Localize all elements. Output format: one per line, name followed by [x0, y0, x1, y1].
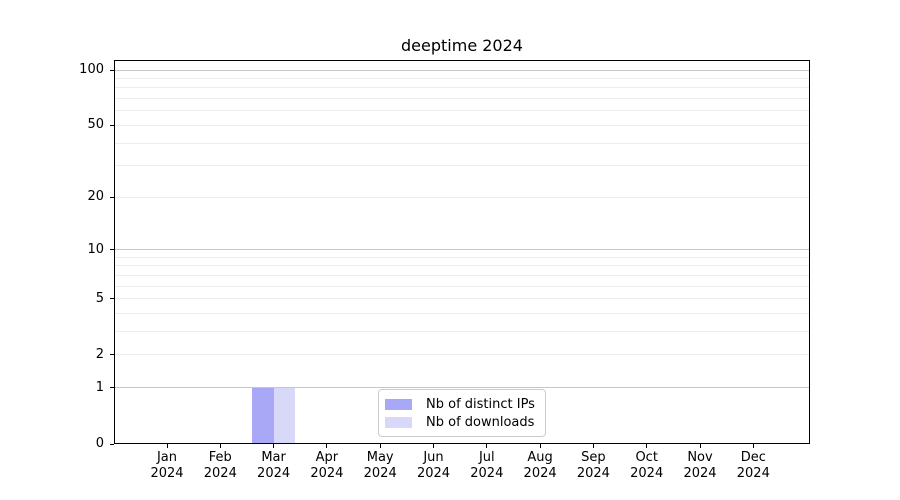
gridline-minor [114, 256, 810, 258]
x-tick-mark [166, 444, 168, 448]
y-tick-mark [110, 124, 114, 126]
legend-swatch-distinct-ips [385, 399, 412, 410]
legend-item-downloads: Nb of downloads [385, 414, 537, 431]
gridline-minor [114, 331, 810, 333]
x-tick-mark [273, 444, 275, 448]
y-tick-label: 0 [95, 436, 104, 451]
legend-swatch-downloads [385, 417, 412, 428]
x-tick-mark [433, 444, 434, 448]
gridline-minor [114, 124, 810, 126]
x-tick-label: Dec 2024 [736, 450, 770, 481]
gridline-minor [114, 313, 810, 315]
x-tick-label: Aug 2024 [523, 450, 557, 481]
gridline-minor [114, 98, 810, 100]
gridline-minor [114, 165, 810, 167]
y-tick-mark [110, 196, 114, 198]
x-tick-label: Apr 2024 [310, 450, 344, 481]
gridline-minor [114, 275, 810, 277]
legend-item-distinct-ips: Nb of distinct IPs [385, 396, 537, 413]
x-tick-label: Jul 2024 [470, 450, 504, 481]
x-tick-label: Feb 2024 [203, 450, 237, 481]
x-tick-label: Jun 2024 [416, 450, 451, 481]
x-tick-mark [326, 444, 328, 448]
gridline-minor [114, 265, 810, 267]
y-tick-label: 5 [95, 290, 104, 306]
chart-title: deeptime 2024 [401, 36, 523, 55]
bar-distinct-ips [252, 387, 274, 444]
x-tick-mark [379, 444, 381, 448]
x-tick-mark [592, 444, 594, 448]
gridline-major [114, 387, 810, 389]
x-tick-label: May 2024 [363, 450, 397, 481]
y-tick-label: 20 [87, 189, 104, 205]
gridline-minor [114, 285, 810, 287]
gridline-minor [114, 196, 810, 198]
y-tick-label: 2 [95, 346, 104, 362]
legend-label-downloads: Nb of downloads [426, 415, 535, 430]
y-tick-label: 100 [79, 62, 104, 78]
x-tick-mark [539, 444, 541, 448]
gridline-major [114, 69, 810, 71]
gridline-minor [114, 142, 810, 144]
y-tick-mark [110, 387, 114, 389]
y-tick-label: 1 [95, 379, 104, 395]
plot-area [114, 60, 810, 444]
y-tick-mark [110, 354, 114, 356]
bar-downloads [273, 387, 295, 444]
y-tick-label: 10 [87, 241, 104, 257]
x-tick-mark [646, 444, 648, 448]
y-tick-mark [110, 443, 114, 445]
legend: Nb of distinct IPs Nb of downloads [378, 389, 546, 437]
x-tick-mark [486, 444, 488, 448]
x-tick-mark [219, 444, 221, 448]
x-tick-mark [699, 444, 701, 448]
y-tick-label: 50 [87, 117, 104, 133]
gridline-major [114, 249, 810, 251]
x-tick-label: Sep 2024 [576, 450, 610, 481]
y-tick-mark [110, 69, 114, 71]
gridline-minor [114, 87, 810, 89]
gridline-minor [114, 78, 810, 80]
y-tick-mark [110, 249, 114, 251]
legend-label-distinct-ips: Nb of distinct IPs [426, 397, 535, 412]
gridline-minor [114, 298, 810, 300]
x-tick-label: Nov 2024 [683, 450, 717, 481]
x-tick-mark [752, 444, 754, 448]
x-tick-label: Mar 2024 [257, 450, 291, 481]
x-tick-label: Oct 2024 [630, 450, 664, 481]
gridline-minor [114, 354, 810, 356]
x-tick-label: Jan 2024 [150, 450, 184, 481]
gridline-minor [114, 110, 810, 112]
y-tick-mark [110, 298, 114, 300]
